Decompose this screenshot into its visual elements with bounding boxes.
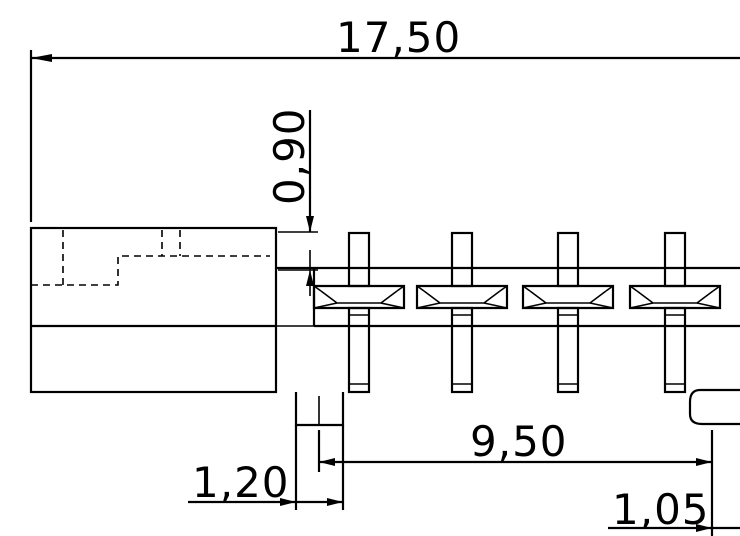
dim-label-pitch: 9,50	[470, 417, 568, 466]
pin	[415, 231, 509, 394]
pin	[628, 231, 722, 394]
dim-pitch-span: 9,50	[317, 417, 714, 536]
pin	[521, 231, 615, 394]
right-lug	[688, 388, 740, 426]
pin	[312, 231, 406, 394]
dim-overall-length: 17,50	[29, 13, 740, 222]
dim-label-pin-height: 0,90	[265, 107, 314, 205]
mounting-peg	[294, 392, 345, 427]
dim-peg-width: 1,20	[188, 425, 345, 510]
pins-group	[312, 231, 722, 394]
dim-label-overall: 17,50	[336, 13, 461, 62]
dim-pin-height: 0,90	[265, 107, 318, 296]
dim-right-offset: 1,05	[608, 485, 740, 534]
dim-label-right-offset: 1,05	[612, 485, 710, 534]
housing-body	[29, 226, 278, 394]
dim-label-peg-width: 1,20	[192, 458, 290, 507]
